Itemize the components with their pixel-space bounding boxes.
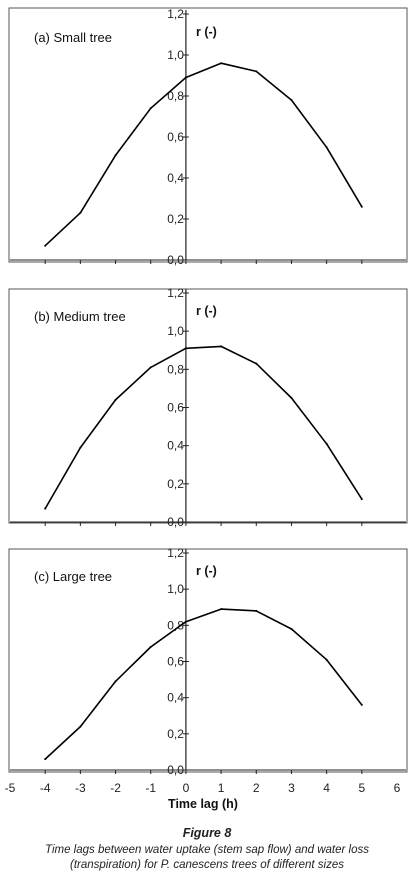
x-tick-label: 6 — [394, 781, 401, 795]
data-point — [79, 446, 82, 449]
data-point — [149, 366, 152, 369]
x-tick-label: 0 — [183, 781, 190, 795]
data-point — [255, 70, 258, 73]
y-tick-label: 1,2 — [167, 7, 184, 21]
y-tick-label: 1,2 — [167, 286, 184, 300]
x-tick-label: -3 — [75, 781, 86, 795]
panel-title: (c) Large tree — [34, 569, 112, 584]
data-point — [290, 628, 293, 630]
figure-caption-line-1: Time lags between water uptake (stem sap… — [45, 844, 369, 856]
plot-frame — [8, 7, 408, 263]
data-point — [79, 211, 82, 214]
y-tick-label: 0,8 — [167, 362, 184, 376]
x-tick-label: -2 — [110, 781, 121, 795]
x-tick-label: 4 — [323, 781, 330, 795]
data-point — [44, 507, 47, 510]
data-point — [44, 244, 47, 247]
x-tick-label: -1 — [145, 781, 156, 795]
y-tick-label: 0,0 — [167, 763, 184, 777]
data-point — [184, 620, 187, 623]
plot-frame — [8, 548, 408, 773]
y-axis-label: r (-) — [196, 25, 217, 39]
series-line — [44, 62, 363, 247]
data-point — [255, 362, 258, 365]
x-tick-label: -5 — [5, 781, 16, 795]
data-point — [290, 99, 293, 102]
figure-panels: 0,0 0,2 0,4 0,6 0,8 1,0 1,2 (a) Small tree r (-)… — [5, 7, 408, 811]
x-tick-label: 3 — [288, 781, 295, 795]
panel-medium-tree: 0,0 0,2 0,4 0,6 0,8 1,0 1,2 (b) Medium tree r (-… — [8, 286, 408, 529]
y-tick-label: 0,0 — [167, 253, 184, 267]
x-tick-label: 5 — [358, 781, 365, 795]
data-point — [290, 397, 293, 399]
data-point — [360, 498, 363, 501]
y-tick-label: 0,2 — [167, 727, 184, 741]
y-tick-label: 1,0 — [167, 48, 184, 62]
y-tick-label: 0,8 — [167, 618, 184, 632]
data-point — [325, 658, 328, 661]
panel-small-tree: 0,0 0,2 0,4 0,6 0,8 1,0 1,2 (a) Small tree r (-) — [8, 7, 408, 267]
y-tick-label: 1,2 — [167, 546, 184, 560]
x-tick-label: -4 — [40, 781, 51, 795]
y-tick-label: 0,2 — [167, 477, 184, 491]
figure-caption: Time lags between water uptake (stem sap… — [0, 843, 414, 873]
y-tick-label: 0,6 — [167, 401, 184, 415]
y-tick-label: 0,4 — [167, 439, 184, 453]
panel-title: (a) Small tree — [34, 30, 112, 45]
data-point — [325, 146, 328, 149]
plot-frame — [8, 288, 408, 524]
y-tick-label: 1,0 — [167, 582, 184, 596]
data-point — [184, 347, 187, 350]
data-point — [360, 703, 363, 706]
y-tick-label: 0,6 — [167, 655, 184, 669]
data-point — [114, 154, 117, 157]
y-tick-label: 0,0 — [167, 515, 184, 529]
data-point — [149, 107, 152, 110]
x-tick-label: 1 — [218, 781, 225, 795]
data-point — [114, 680, 117, 683]
data-point — [220, 345, 223, 348]
x-tick-label: 2 — [253, 781, 260, 795]
data-point — [114, 398, 117, 401]
data-point — [220, 62, 223, 65]
panel-large-tree: 0,0 0,2 0,4 0,6 0,8 1,0 1,2 (c) Large tree r (-)… — [5, 546, 408, 811]
data-point — [360, 205, 363, 208]
y-tick-label: 0,2 — [167, 212, 184, 226]
data-point — [220, 608, 223, 611]
y-axis-label: r (-) — [196, 304, 217, 318]
series-line — [44, 608, 363, 760]
data-point — [325, 442, 328, 445]
y-axis-label: r (-) — [196, 564, 217, 578]
data-point — [149, 646, 152, 648]
y-tick-label: 0,4 — [167, 171, 184, 185]
series-line — [44, 345, 363, 509]
panel-title: (b) Medium tree — [34, 309, 126, 324]
y-tick-label: 0,6 — [167, 130, 184, 144]
data-point — [79, 725, 82, 728]
figure-label: Figure 8 — [182, 826, 232, 840]
data-point — [255, 609, 258, 612]
y-tick-label: 0,8 — [167, 89, 184, 103]
y-tick-label: 0,4 — [167, 691, 184, 705]
x-axis-label: Time lag (h) — [168, 797, 238, 811]
data-point — [184, 76, 187, 79]
y-tick-label: 1,0 — [167, 324, 184, 338]
figure-caption-line-2: (transpiration) for P. canescens trees o… — [69, 859, 344, 871]
data-point — [44, 758, 47, 761]
